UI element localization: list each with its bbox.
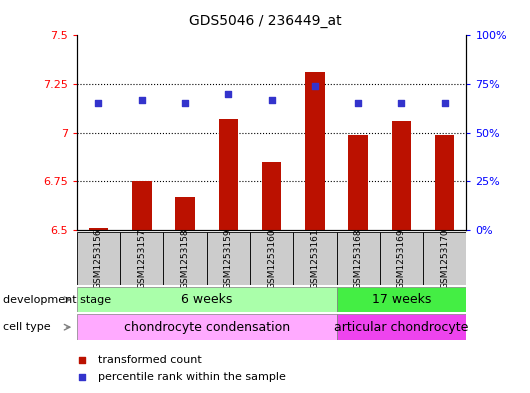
Text: cell type: cell type	[3, 322, 50, 332]
Bar	[175, 197, 195, 230]
Text: 6 weeks: 6 weeks	[181, 293, 232, 306]
Bar	[380, 232, 423, 285]
Bar	[262, 162, 281, 230]
Bar	[77, 314, 337, 340]
Text: articular chondrocyte: articular chondrocyte	[334, 321, 469, 334]
Text: 17 weeks: 17 weeks	[372, 293, 431, 306]
Bar	[293, 232, 337, 285]
Text: transformed count: transformed count	[98, 354, 202, 365]
Bar	[218, 119, 238, 230]
Point	[78, 374, 86, 380]
Point	[440, 100, 449, 107]
Text: GSM1253169: GSM1253169	[397, 228, 406, 289]
Point	[267, 96, 276, 103]
Point	[224, 90, 233, 97]
Point	[137, 96, 146, 103]
Bar	[305, 72, 325, 230]
Text: GSM1253157: GSM1253157	[137, 228, 146, 289]
Bar	[250, 232, 293, 285]
Bar	[435, 134, 455, 230]
Text: GDS5046 / 236449_at: GDS5046 / 236449_at	[189, 14, 341, 28]
Text: GSM1253158: GSM1253158	[181, 228, 190, 289]
Text: GSM1253156: GSM1253156	[94, 228, 103, 289]
Point	[354, 100, 363, 107]
Bar	[132, 181, 152, 230]
Bar	[392, 121, 411, 230]
Bar	[120, 232, 163, 285]
Bar	[337, 314, 466, 340]
Bar	[163, 232, 207, 285]
Point	[78, 356, 86, 363]
Point	[94, 100, 103, 107]
Point	[398, 100, 406, 107]
Bar	[423, 232, 466, 285]
Text: GSM1253161: GSM1253161	[311, 228, 320, 289]
Point	[311, 83, 319, 89]
Text: GSM1253168: GSM1253168	[354, 228, 363, 289]
Text: development stage: development stage	[3, 295, 111, 305]
Point	[181, 100, 189, 107]
Bar	[337, 287, 466, 312]
Bar	[337, 232, 380, 285]
Bar	[77, 232, 120, 285]
Bar	[77, 287, 337, 312]
Bar	[348, 134, 368, 230]
Bar	[89, 228, 108, 230]
Text: percentile rank within the sample: percentile rank within the sample	[98, 372, 286, 382]
Text: GSM1253170: GSM1253170	[440, 228, 449, 289]
Bar	[207, 232, 250, 285]
Text: GSM1253160: GSM1253160	[267, 228, 276, 289]
Text: chondrocyte condensation: chondrocyte condensation	[123, 321, 290, 334]
Text: GSM1253159: GSM1253159	[224, 228, 233, 289]
